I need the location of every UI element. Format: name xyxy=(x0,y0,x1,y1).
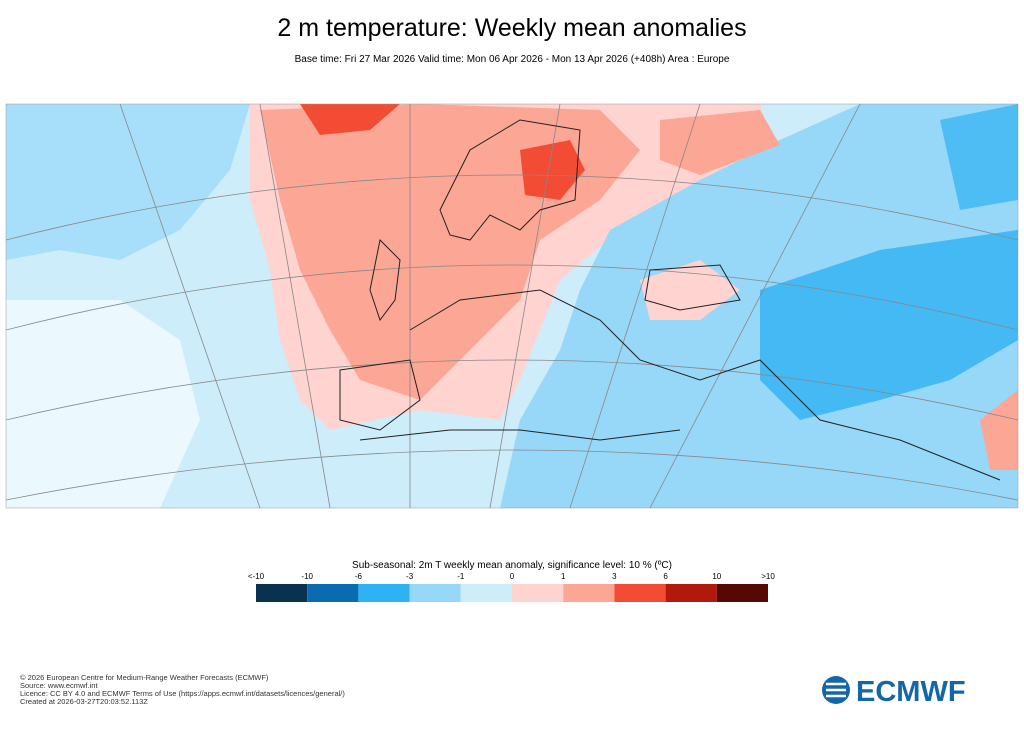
logo-icon-lines xyxy=(826,682,846,698)
map-frame xyxy=(5,103,1019,509)
colorbar-label: 6 xyxy=(663,572,668,581)
colorbar-label: -1 xyxy=(457,572,465,581)
colorbar-bin xyxy=(409,584,461,602)
colorbar-label: -10 xyxy=(301,572,313,581)
anomaly-area xyxy=(500,104,1018,508)
anomaly-area xyxy=(300,104,400,135)
graticule xyxy=(6,104,1018,508)
anomaly-area xyxy=(940,104,1018,210)
colorbar-label: 10 xyxy=(712,572,721,581)
anomaly-area xyxy=(640,260,740,320)
colorbar-bin xyxy=(614,584,666,602)
anomaly-area xyxy=(760,230,1018,420)
colorbar-label: 3 xyxy=(612,572,617,581)
footer-line: Licence: CC BY 4.0 and ECMWF Terms of Us… xyxy=(20,689,345,698)
anomaly-area xyxy=(660,110,780,175)
logo: ECMWF xyxy=(822,676,966,708)
colorbar-bin xyxy=(460,584,512,602)
colorbar-label: <-10 xyxy=(248,572,265,581)
footer: © 2026 European Centre for Medium-Range … xyxy=(20,673,345,706)
colorbar: <-10 -10 -6 -3 -1 0 1 3 6 10 >10 xyxy=(248,572,775,602)
footer-line: Source: www.ecmwf.int xyxy=(20,681,98,690)
coastlines xyxy=(339,119,1001,481)
subtitle: Base time: Fri 27 Mar 2026 Valid time: M… xyxy=(295,54,730,65)
colorbar-bin xyxy=(358,584,410,602)
anomaly-area xyxy=(980,390,1018,470)
colorbar-label: 0 xyxy=(510,572,515,581)
colorbar-label: 1 xyxy=(561,572,566,581)
colorbar-bin xyxy=(716,584,768,602)
footer-line: © 2026 European Centre for Medium-Range … xyxy=(20,673,269,682)
colorbar-bin xyxy=(512,584,564,602)
colorbar-label: >10 xyxy=(761,572,775,581)
footer-line: Created at 2026-03-27T20:03:52.113Z xyxy=(20,697,148,706)
colorbar-bin xyxy=(563,584,615,602)
colorbar-label: -6 xyxy=(355,572,363,581)
colorbar-label: -3 xyxy=(406,572,414,581)
title: 2 m temperature: Weekly mean anomalies xyxy=(277,14,746,42)
colorbar-bin xyxy=(665,584,717,602)
legend-title: Sub-seasonal: 2m T weekly mean anomaly, … xyxy=(352,560,672,571)
anomaly-area xyxy=(6,104,250,260)
logo-text: ECMWF xyxy=(856,676,966,708)
anomaly-area xyxy=(6,300,200,508)
anomaly-area xyxy=(520,140,585,200)
map xyxy=(6,104,1018,508)
colorbar-bin xyxy=(256,584,308,602)
colorbar-bin xyxy=(307,584,359,602)
